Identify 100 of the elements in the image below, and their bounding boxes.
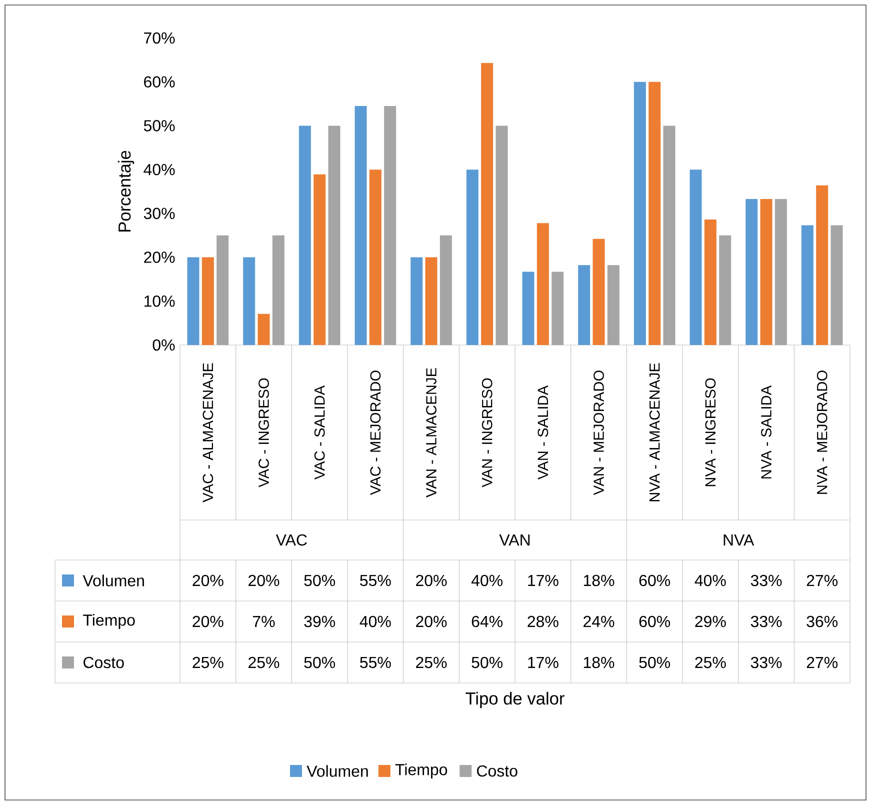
bar: [830, 225, 843, 345]
data-label: 20%: [416, 574, 447, 586]
bar: [187, 257, 200, 345]
x-tick-label: VAN - SALIDA: [538, 385, 548, 480]
data-label: 40%: [694, 574, 726, 586]
data-label: 20%: [416, 616, 447, 628]
x-tick-label: VAC - ALMACENAJE: [202, 363, 214, 502]
text: Tiempo: [395, 764, 448, 778]
x-tick-label: NVA - SALIDA: [761, 385, 772, 478]
bar: [816, 185, 828, 345]
data-label: 64%: [472, 616, 503, 628]
data-label: 24%: [584, 616, 614, 628]
bar: [216, 235, 229, 345]
bar: [440, 235, 452, 345]
x-tick-label: VAC - INGRESO: [258, 378, 269, 488]
data-label: 50%: [304, 656, 336, 668]
bar: [243, 257, 256, 345]
text: Costo: [477, 765, 518, 777]
bar: [354, 106, 367, 345]
bar: [466, 170, 478, 345]
bar: [578, 265, 590, 345]
data-label: 55%: [360, 656, 391, 668]
x-tick-label: VAN - MEJORADO: [594, 370, 604, 496]
bar: [369, 170, 382, 345]
data-label: 27%: [806, 656, 838, 668]
x-tick-label: VAN - INGRESO: [482, 378, 492, 488]
data-label: 50%: [639, 656, 670, 668]
y-tick-label: 10%: [144, 295, 175, 307]
bar: [663, 126, 676, 345]
data-label: 20%: [248, 574, 280, 586]
bar: [258, 314, 270, 345]
data-label: 25%: [416, 656, 447, 668]
data-label: 29%: [695, 616, 726, 628]
legend-label: Costo: [84, 656, 124, 668]
bar: [314, 174, 326, 345]
legend-label: Volumen: [82, 574, 144, 586]
data-label: 27%: [806, 574, 838, 586]
data-label: 20%: [192, 616, 224, 628]
bar: [690, 170, 702, 345]
bar: [801, 225, 814, 345]
bar: [704, 220, 716, 345]
data-label: 36%: [806, 616, 838, 628]
bar: [328, 126, 340, 345]
bar: [746, 198, 758, 345]
bar: [425, 257, 438, 345]
bar: [634, 82, 646, 345]
y-axis-title: Porcentaje: [118, 150, 134, 232]
bar: [496, 126, 508, 345]
bar: [298, 126, 311, 345]
data-label: 25%: [192, 656, 224, 668]
y-tick-label: 40%: [144, 164, 175, 176]
bar: [410, 257, 423, 345]
bar: [719, 235, 732, 345]
data-label: 25%: [695, 656, 726, 668]
x-tick-label: VAN - ALMACENJE: [426, 368, 436, 498]
y-tick-label: 30%: [144, 208, 175, 220]
bar: [522, 272, 534, 345]
data-label: 33%: [750, 616, 782, 628]
x-tick-label: VAC - MEJORADO: [370, 370, 381, 496]
bar: [774, 198, 787, 345]
bar: [552, 272, 564, 345]
legend-label: Tiempo: [83, 614, 135, 629]
data-label: 60%: [639, 574, 670, 586]
bar: [648, 82, 661, 345]
data-label: 39%: [304, 616, 336, 628]
bar: [592, 238, 605, 345]
data-label: 17%: [528, 656, 558, 668]
text: NVA: [724, 534, 754, 546]
data-label: 50%: [304, 574, 336, 586]
bar: [536, 223, 549, 345]
data-label: 28%: [528, 616, 558, 628]
data-label: 17%: [528, 574, 558, 586]
data-label: 50%: [472, 656, 503, 668]
data-label: 20%: [192, 574, 224, 586]
y-tick-label: 20%: [144, 252, 175, 263]
x-tick-label: NVA - INGRESO: [705, 378, 716, 486]
data-label: 60%: [639, 616, 670, 628]
bar: [760, 198, 772, 345]
bar: [384, 106, 396, 345]
bar: [202, 257, 214, 345]
data-label: 7%: [253, 616, 275, 628]
data-label: 55%: [360, 574, 391, 586]
data-label: 25%: [248, 656, 280, 668]
data-label: 40%: [360, 616, 391, 628]
bar: [272, 235, 284, 345]
text: VAN: [499, 534, 530, 546]
data-label: 33%: [750, 574, 782, 586]
x-tick-label: NVA - ALMACENAJE: [649, 363, 660, 502]
text: Tipo de valor: [466, 692, 564, 708]
y-tick-label: 60%: [144, 76, 175, 88]
bar: [481, 62, 494, 345]
y-tick-label: 70%: [144, 32, 175, 44]
data-label: 18%: [584, 574, 614, 586]
x-tick-label: VAC - SALIDA: [314, 385, 325, 480]
data-label: 40%: [471, 574, 503, 586]
bar: [607, 265, 620, 345]
text: VAC: [276, 534, 307, 546]
y-tick-label: 50%: [144, 120, 175, 132]
data-label: 33%: [750, 656, 782, 668]
y-tick-label: 0%: [152, 339, 175, 351]
